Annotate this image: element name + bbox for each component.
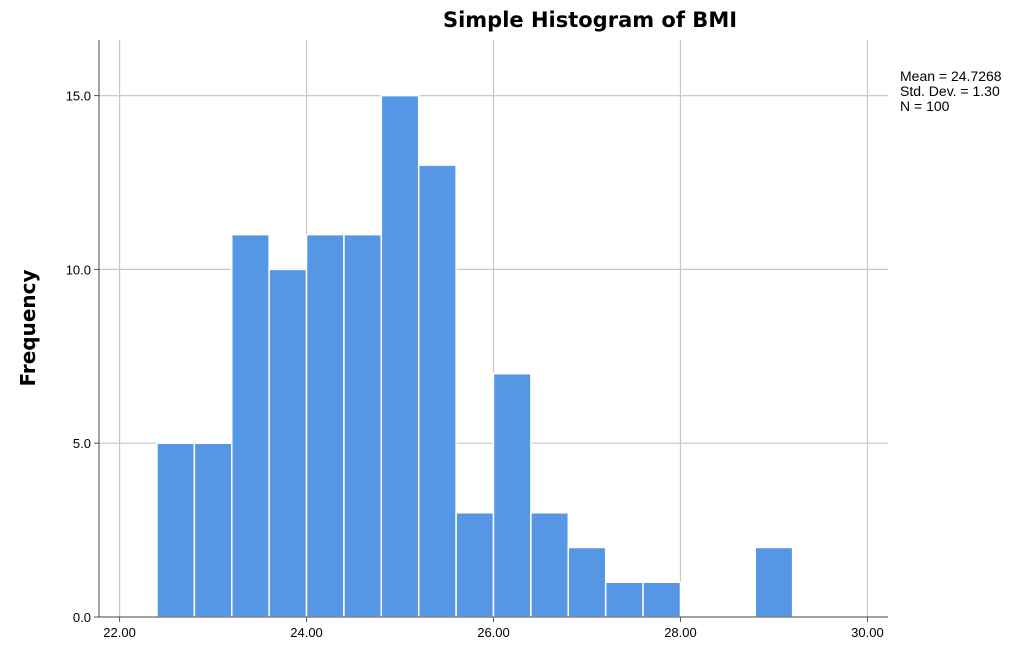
statistics-legend: Mean = 24.7268 Std. Dev. = 1.30 N = 100 <box>900 69 1002 114</box>
histogram-bar <box>268 268 308 618</box>
x-tick-label: 28.00 <box>664 625 697 640</box>
histogram-bar <box>604 581 644 618</box>
stat-std-dev: Std. Dev. = 1.30 <box>900 83 1000 99</box>
histogram-bar <box>642 581 682 618</box>
histogram-bar <box>156 442 196 618</box>
x-tick-label: 26.00 <box>477 625 510 640</box>
stat-n: N = 100 <box>900 98 950 114</box>
y-tick-label: 10.0 <box>66 262 91 277</box>
x-tick-label: 22.00 <box>103 625 136 640</box>
stat-mean: Mean = 24.7268 <box>900 68 1002 84</box>
histogram-bar <box>193 442 233 618</box>
y-tick-label: 15.0 <box>66 89 91 104</box>
histogram-bar <box>567 546 607 618</box>
histogram-bar <box>754 546 794 618</box>
axes <box>94 40 888 622</box>
histogram-bars <box>156 94 794 618</box>
x-tick-label: 24.00 <box>290 625 323 640</box>
y-tick-label: 0.0 <box>73 610 91 625</box>
chart-title: Simple Histogram of BMI <box>442 8 738 32</box>
tick-labels: 22.00 24.00 26.00 28.00 30.00 0.0 5.0 10.0 15.0 <box>66 89 884 640</box>
x-tick-label: 30.00 <box>851 625 884 640</box>
histogram-bar <box>305 233 345 618</box>
histogram-bar <box>492 372 532 618</box>
histogram-bar <box>343 233 383 618</box>
histogram-bar <box>417 164 457 618</box>
y-tick-label: 5.0 <box>73 436 91 451</box>
histogram-bar <box>230 233 270 618</box>
histogram-bar <box>380 94 420 618</box>
histogram-bar <box>530 511 570 618</box>
histogram-bar <box>455 511 495 618</box>
